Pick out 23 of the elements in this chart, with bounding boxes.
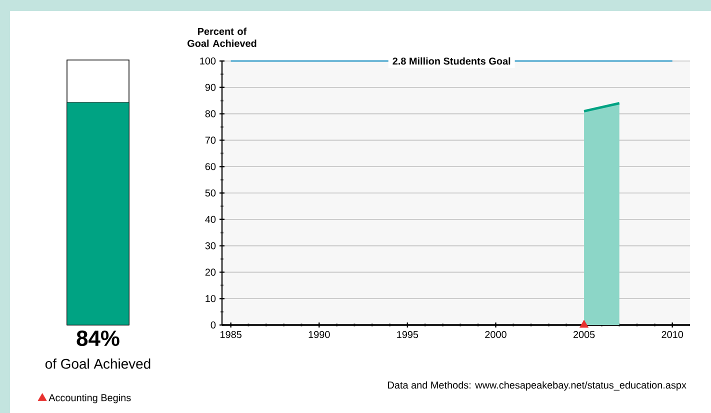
data-label: 84% — [76, 330, 120, 346]
x-tick-label: 2010 — [662, 331, 684, 338]
y-tick-label: 30 — [205, 242, 216, 250]
y-tick-label: 70 — [205, 136, 216, 144]
x-tick-label: 1990 — [308, 331, 330, 338]
y-axis-title: Percent of Goal Achieved — [188, 28, 256, 47]
y-tick-label: 20 — [205, 268, 216, 276]
y-tick-label: 60 — [205, 163, 216, 170]
ref-line-label: 2.8 Million Students Goal — [392, 57, 510, 65]
y-tick-label: 0 — [210, 321, 216, 329]
y-tick-label: 10 — [206, 295, 216, 302]
x-tick-label: 2000 — [485, 331, 506, 338]
legend-label: Accounting Begins — [48, 394, 131, 404]
x-tick-label: 2005 — [573, 331, 595, 338]
y-tick-label: 90 — [205, 84, 216, 91]
x-tick-label: 1995 — [397, 331, 418, 338]
y-tick-label: 80 — [205, 110, 216, 118]
x-tick-label: 1985 — [220, 331, 242, 338]
text: of Goal Achieved — [45, 358, 150, 369]
y-tick-label: 50 — [205, 189, 216, 197]
text: Data and Methods: www.chesapeakebay.net/status_education.aspx — [388, 381, 686, 391]
y-tick-label: 100 — [200, 57, 216, 65]
y-tick-label: 40 — [205, 216, 216, 223]
